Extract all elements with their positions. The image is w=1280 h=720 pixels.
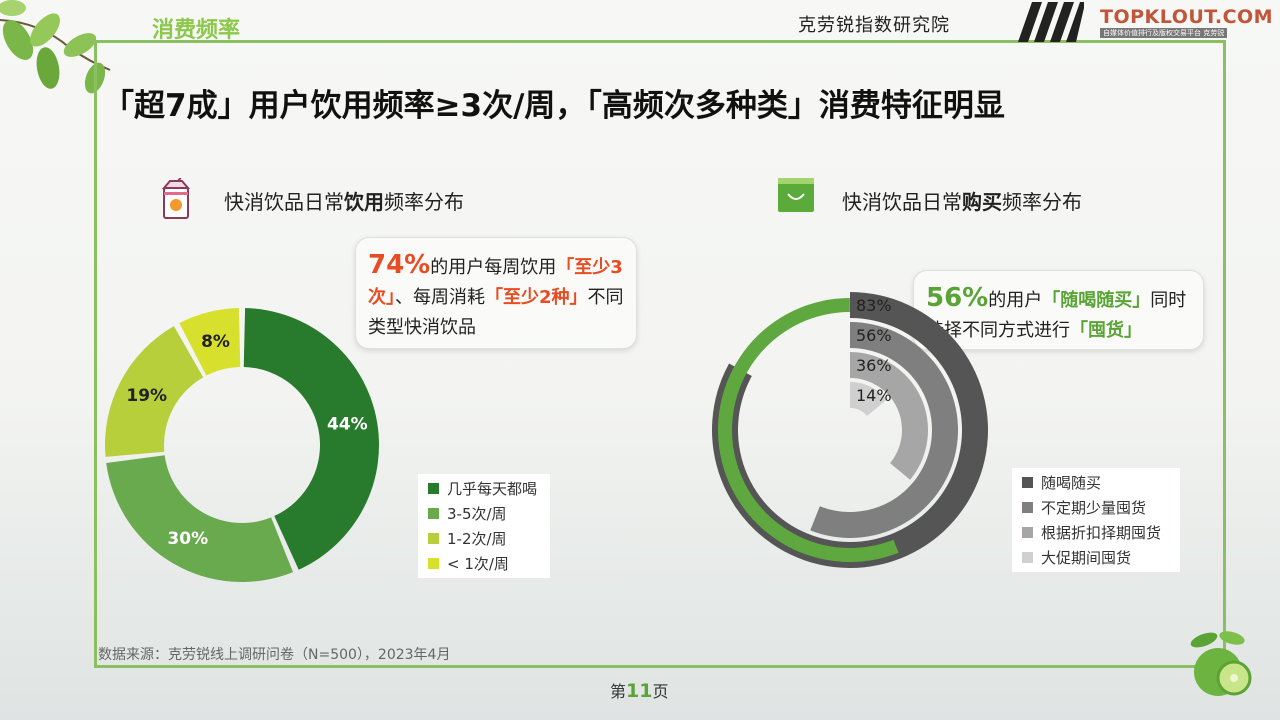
donut-slice-2 [105,326,204,457]
legend-swatch [1022,552,1033,563]
legend-swatch [1022,477,1033,488]
brand-subtitle: 自媒体价值排行及版权交易平台 克劳锐 [1100,28,1228,38]
donut-slice-3 [179,308,241,376]
donut-slice-0 [243,308,379,570]
purchase-legend: 随喝随买不定期少量囤货 根据折扣择期囤货 大促期间囤货 [1012,468,1180,572]
drink-legend: 几乎每天都喝 3-5次/周 1-2次/周 < 1次/周 [418,474,550,578]
radial-bar-1 [810,322,958,538]
donut-label-1: 30% [167,529,208,549]
legend-swatch [1022,527,1033,538]
radial-label-2: 36% [856,356,892,375]
purchase-frequency-radial-chart: 83% 56% 36% 14% [712,292,988,568]
lime-decoration [1190,631,1252,696]
data-source: 数据来源：克劳锐线上调研问卷（N=500），2023年4月 [98,647,451,663]
content-frame [94,40,1226,668]
legend-swatch [428,508,439,519]
legend-swatch [428,558,439,569]
legend-item: 随喝随买 [1012,470,1180,495]
drink-frequency-donut: 44% 30% 19% 8% [105,308,379,582]
left-subtitle: 快消饮品日常饮用频率分布 [224,190,464,214]
page-number: 第11页 [610,680,669,702]
legend-label: 随喝随买 [1041,474,1102,492]
left-callout: 74%的用户每周饮用「至少3次」、每周消耗「至少2种」不同类型快消饮品 [355,237,637,349]
legend-label: < 1次/周 [447,555,509,573]
right-subtitle: 快消饮品日常购买频率分布 [842,190,1082,214]
legend-label: 3-5次/周 [447,505,507,523]
legend-swatch [1022,502,1033,513]
radial-label-3: 14% [856,386,892,405]
stripes-logo-icon [1018,2,1084,42]
legend-item: 根据折扣择期囤货 [1012,520,1180,545]
donut-label-2: 19% [126,386,167,406]
org-name: 克劳锐指数研究院 [798,15,950,36]
legend-item: < 1次/周 [418,551,550,576]
legend-label: 几乎每天都喝 [447,480,538,498]
legend-label: 大促期间囤货 [1041,549,1132,567]
section-tag: 消费频率 [152,18,241,43]
legend-item: 1-2次/周 [418,526,550,551]
radial-bar-2 [850,352,928,480]
legend-label: 根据折扣择期囤货 [1041,524,1162,542]
donut-label-0: 44% [327,414,368,434]
legend-item: 几乎每天都喝 [418,476,550,501]
donut-label-3: 8% [201,332,230,352]
radial-bar-3 [850,382,887,416]
leaf-decoration [0,0,111,94]
legend-item: 3-5次/周 [418,501,550,526]
brand-logo: TOPKLOUT.COM [1100,6,1274,28]
right-callout: 56%的用户「随喝随买」同时选择不同方式进行「囤货」 [913,270,1204,350]
legend-swatch [428,533,439,544]
page-title: 「超7成」用户饮用频率≥3次/周，「高频次多种类」消费特征明显 [103,88,1005,124]
legend-swatch [428,483,439,494]
legend-item: 不定期少量囤货 [1012,495,1180,520]
shopping-bag-icon [778,178,814,212]
donut-slice-1 [106,455,294,582]
radial-label-1: 56% [856,326,892,345]
juice-box-icon [161,178,191,219]
legend-label: 不定期少量囤货 [1041,499,1147,517]
radial-label-0: 83% [856,296,892,315]
legend-label: 1-2次/周 [447,530,507,548]
legend-item: 大促期间囤货 [1012,545,1180,570]
